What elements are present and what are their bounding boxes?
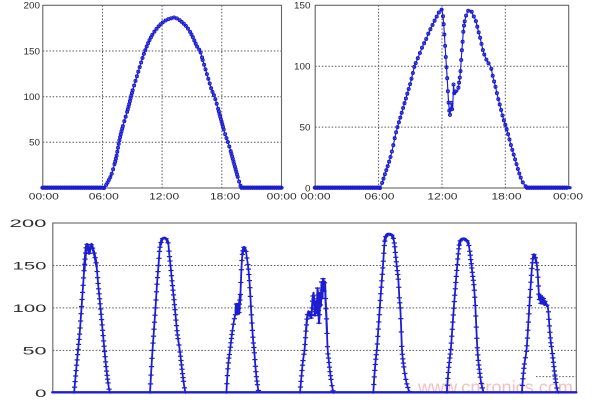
svg-text:18:00: 18:00 [492, 191, 522, 202]
svg-text:12:00: 12:00 [427, 191, 457, 202]
svg-text:50: 50 [29, 138, 40, 149]
svg-text:100: 100 [294, 62, 311, 73]
svg-text:200: 200 [10, 218, 47, 230]
svg-text:100: 100 [24, 92, 41, 103]
svg-text:100: 100 [13, 303, 47, 315]
svg-text:www.cntronics.com: www.cntronics.com [417, 378, 573, 398]
svg-text:00:00: 00:00 [29, 191, 59, 202]
svg-text:50: 50 [300, 122, 311, 133]
svg-text:12:00: 12:00 [149, 191, 179, 202]
svg-text:00:00: 00:00 [301, 191, 331, 202]
svg-text:06:00: 06:00 [89, 191, 119, 202]
svg-text:150: 150 [24, 46, 41, 57]
svg-text:150: 150 [13, 260, 47, 272]
svg-text:06:00: 06:00 [364, 191, 394, 202]
svg-text:00:00: 00:00 [267, 191, 297, 202]
svg-text:0: 0 [35, 388, 47, 400]
svg-text:0: 0 [305, 183, 311, 194]
svg-text:00:00: 00:00 [553, 191, 583, 202]
svg-text:50: 50 [23, 345, 47, 357]
svg-text:200: 200 [24, 1, 41, 12]
svg-text:18:00: 18:00 [210, 191, 240, 202]
svg-text:150: 150 [294, 1, 311, 12]
